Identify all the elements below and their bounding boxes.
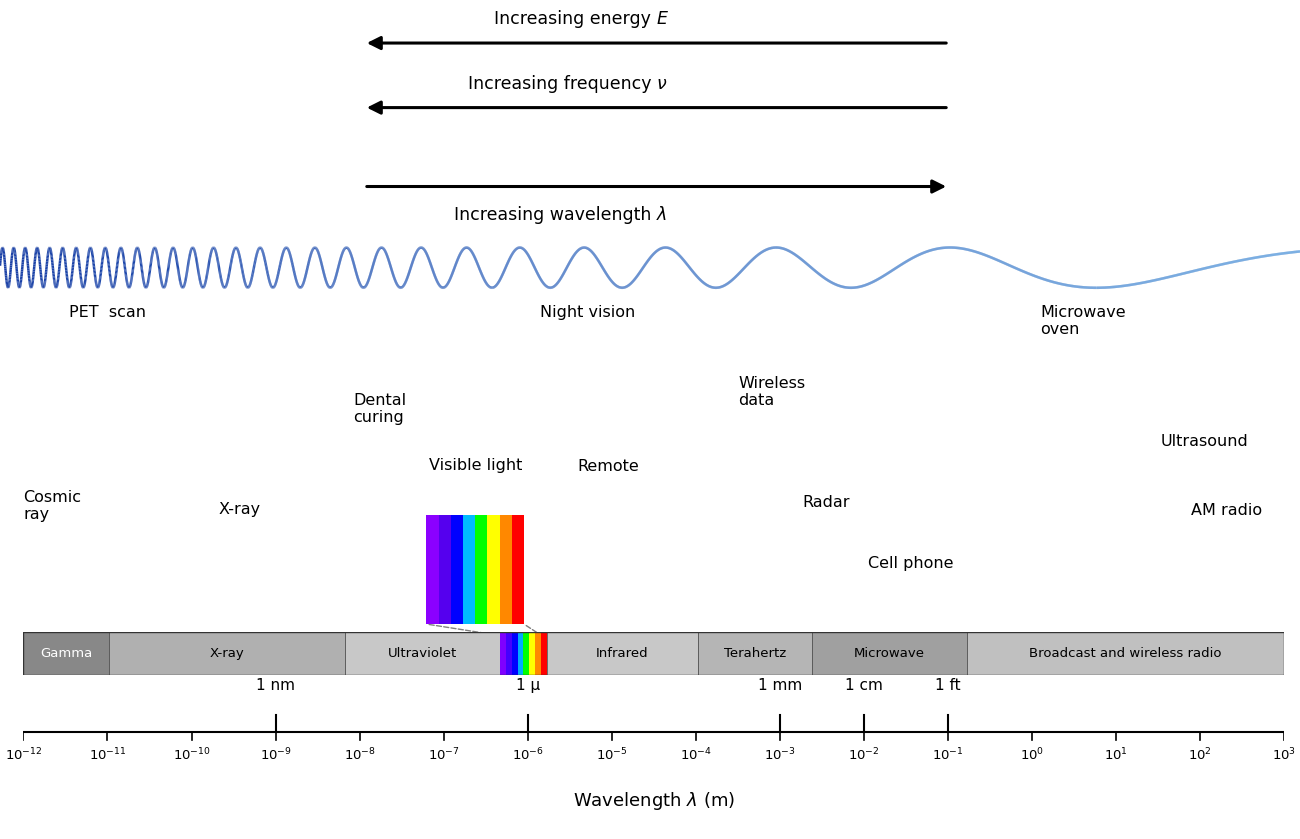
Bar [529, 632, 536, 675]
Bar [463, 515, 476, 624]
Text: PET  scan: PET scan [69, 305, 146, 320]
Text: Ultrasound: Ultrasound [1161, 434, 1248, 449]
Text: $10^{-3}$: $10^{-3}$ [764, 747, 796, 763]
Text: Cosmic
ray: Cosmic ray [23, 490, 82, 522]
Text: $10^{-9}$: $10^{-9}$ [260, 747, 291, 763]
Bar [524, 632, 529, 675]
Text: Visible light: Visible light [429, 457, 523, 472]
Bar [512, 632, 517, 675]
Bar [541, 632, 547, 675]
Bar [506, 632, 512, 675]
Bar [536, 632, 541, 675]
Text: $\nu$: $\nu$ [656, 75, 668, 92]
Text: 1 ft: 1 ft [935, 678, 961, 693]
Bar [476, 515, 488, 624]
Text: 1 mm: 1 mm [758, 678, 802, 693]
Bar [109, 632, 344, 675]
Text: Gamma: Gamma [40, 647, 92, 660]
Text: Night vision: Night vision [540, 305, 634, 320]
Text: $10^{3}$: $10^{3}$ [1273, 747, 1296, 763]
Text: $10^{-12}$: $10^{-12}$ [5, 747, 42, 763]
Text: X-ray: X-ray [218, 502, 260, 517]
Bar [547, 632, 698, 675]
Text: $10^{-7}$: $10^{-7}$ [428, 747, 460, 763]
Text: $10^{-5}$: $10^{-5}$ [595, 747, 628, 763]
Text: $10^{-6}$: $10^{-6}$ [512, 747, 543, 763]
Bar [499, 515, 512, 624]
Text: Dental
curing: Dental curing [354, 393, 407, 425]
Text: Infrared: Infrared [597, 647, 649, 660]
Text: Remote: Remote [577, 459, 640, 474]
Bar [967, 632, 1284, 675]
Text: Microwave
oven: Microwave oven [1040, 305, 1126, 337]
Text: Wireless
data: Wireless data [738, 376, 806, 409]
Bar [512, 515, 524, 624]
Text: Increasing frequency: Increasing frequency [468, 75, 656, 92]
Text: X-ray: X-ray [209, 647, 244, 660]
Text: Terahertz: Terahertz [724, 647, 786, 660]
Text: Radar: Radar [802, 495, 850, 510]
Text: Ultraviolet: Ultraviolet [387, 647, 458, 660]
Bar [500, 632, 506, 675]
Text: 1 cm: 1 cm [845, 678, 883, 693]
Bar [517, 632, 524, 675]
Text: $10^{-4}$: $10^{-4}$ [680, 747, 712, 763]
Text: $10^{-1}$: $10^{-1}$ [932, 747, 965, 763]
Text: $10^{-11}$: $10^{-11}$ [88, 747, 126, 763]
Bar [426, 515, 438, 624]
Text: Increasing energy: Increasing energy [494, 10, 656, 29]
Bar [698, 632, 811, 675]
Text: Cell phone: Cell phone [868, 556, 954, 571]
Text: $10^{0}$: $10^{0}$ [1020, 747, 1044, 763]
Text: $10^{-10}$: $10^{-10}$ [173, 747, 211, 763]
Text: $10^{1}$: $10^{1}$ [1104, 747, 1128, 763]
Bar [344, 632, 500, 675]
Text: Broadcast and wireless radio: Broadcast and wireless radio [1030, 647, 1222, 660]
Text: AM radio: AM radio [1191, 503, 1262, 519]
Bar [438, 515, 451, 624]
Text: Wavelength $\lambda$ (m): Wavelength $\lambda$ (m) [573, 790, 734, 812]
Bar [488, 515, 499, 624]
Text: $E$: $E$ [656, 10, 670, 29]
Text: 1 μ: 1 μ [516, 678, 540, 693]
Text: $10^{2}$: $10^{2}$ [1188, 747, 1213, 763]
Text: 1 nm: 1 nm [256, 678, 295, 693]
Text: $10^{-8}$: $10^{-8}$ [343, 747, 376, 763]
Bar [23, 632, 109, 675]
Text: $\lambda$: $\lambda$ [656, 206, 668, 224]
Bar [451, 515, 463, 624]
Text: $10^{-2}$: $10^{-2}$ [848, 747, 880, 763]
Bar [811, 632, 967, 675]
Text: Increasing wavelength: Increasing wavelength [454, 206, 656, 224]
Text: Microwave: Microwave [854, 647, 924, 660]
